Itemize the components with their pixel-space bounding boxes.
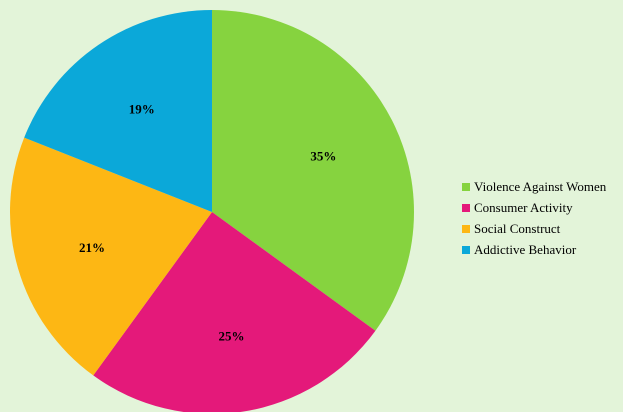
legend-label: Addictive Behavior: [474, 241, 577, 257]
legend-item-violence-against-women: Violence Against Women: [462, 176, 606, 197]
data-label-violence-against-women: 35%: [310, 148, 336, 163]
legend: Violence Against Women Consumer Activity…: [462, 176, 606, 260]
data-label-social-construct: 21%: [79, 240, 105, 255]
legend-label: Consumer Activity: [474, 199, 573, 215]
pie-slice-social-construct: [9, 137, 212, 376]
pie-slice-addictive-behavior: [24, 10, 212, 212]
legend-label: Social Construct: [474, 220, 561, 236]
data-label-addictive-behavior: 19%: [129, 102, 155, 117]
legend-swatch: [462, 203, 470, 212]
legend-label: Violence Against Women: [474, 178, 607, 194]
legend-item-consumer-activity: Consumer Activity: [462, 197, 606, 218]
pie-slice-violence-against-women: [212, 10, 414, 331]
legend-item-social-construct: Social Construct: [462, 218, 606, 239]
pie-chart: 35% 25% 21% 19%: [9, 10, 414, 412]
legend-swatch: [462, 224, 470, 233]
legend-swatch: [462, 245, 470, 254]
legend-swatch: [462, 182, 470, 191]
legend-item-addictive-behavior: Addictive Behavior: [462, 239, 606, 260]
data-label-consumer-activity: 25%: [219, 328, 245, 343]
pie-slice-consumer-activity: [93, 212, 376, 412]
